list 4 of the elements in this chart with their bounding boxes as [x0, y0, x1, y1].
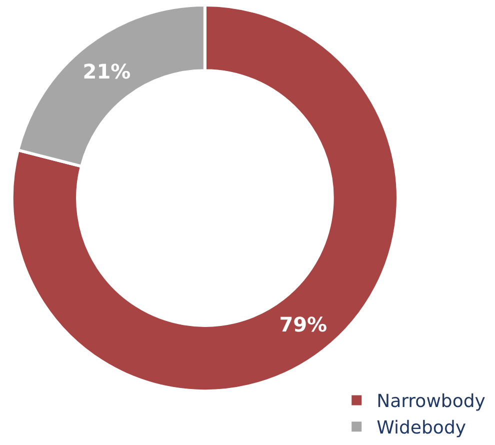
legend-label: Widebody: [376, 418, 466, 439]
data-label: 21%: [82, 59, 131, 84]
data-label: 79%: [279, 312, 328, 337]
legend-label: Narrowbody: [376, 391, 486, 412]
